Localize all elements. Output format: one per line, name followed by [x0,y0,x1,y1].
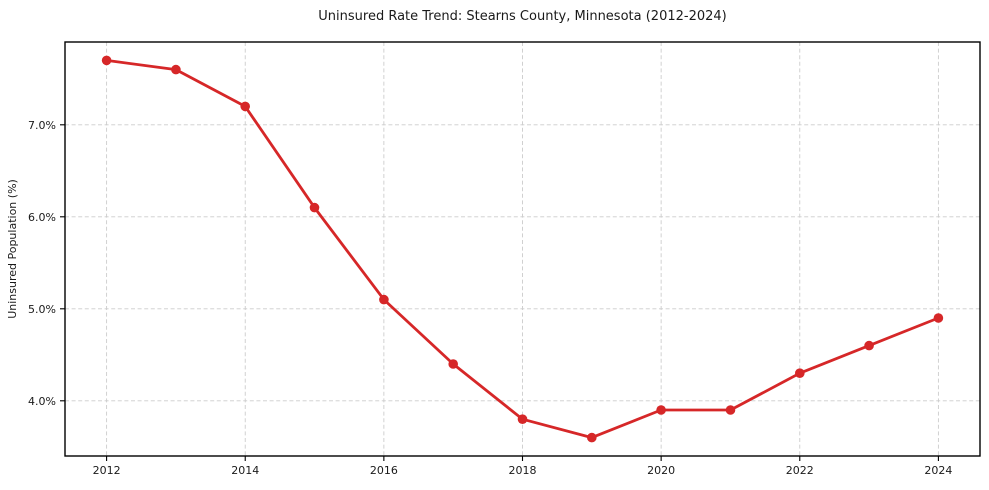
data-point-2023 [864,340,874,351]
x-tick-label: 2018 [509,464,537,477]
x-tick-label: 2024 [924,464,952,477]
data-point-2019 [587,432,597,443]
data-point-2016 [379,294,389,305]
data-point-2017 [448,359,459,369]
chart-title: Uninsured Rate Trend: Stearns County, Mi… [318,9,727,24]
data-point-2024 [933,313,944,323]
data-point-2020 [656,405,666,415]
y-tick-label: 7.0% [28,119,56,132]
x-tick-label: 2022 [786,464,814,477]
x-tick-label: 2012 [93,464,121,477]
data-point-2012 [101,55,112,66]
data-point-2021 [725,405,736,415]
x-tick-label: 2020 [647,464,675,477]
y-axis-label: Uninsured Population (%) [6,179,19,319]
y-tick-label: 4.0% [28,395,56,408]
data-point-2018 [517,414,528,425]
x-tick-label: 2014 [231,464,259,477]
y-tick-label: 6.0% [28,211,56,224]
data-point-2013 [171,64,181,75]
data-point-2015 [309,202,320,213]
data-point-2014 [240,101,250,112]
chart-layers: 2012 2014 2016 2018 2020 2022 2024 4.0% 5.0% 6.0%… [28,41,981,477]
data-point-2022 [795,368,805,379]
y-tick-label: 5.0% [28,303,56,316]
x-tick-label: 2016 [370,464,398,477]
